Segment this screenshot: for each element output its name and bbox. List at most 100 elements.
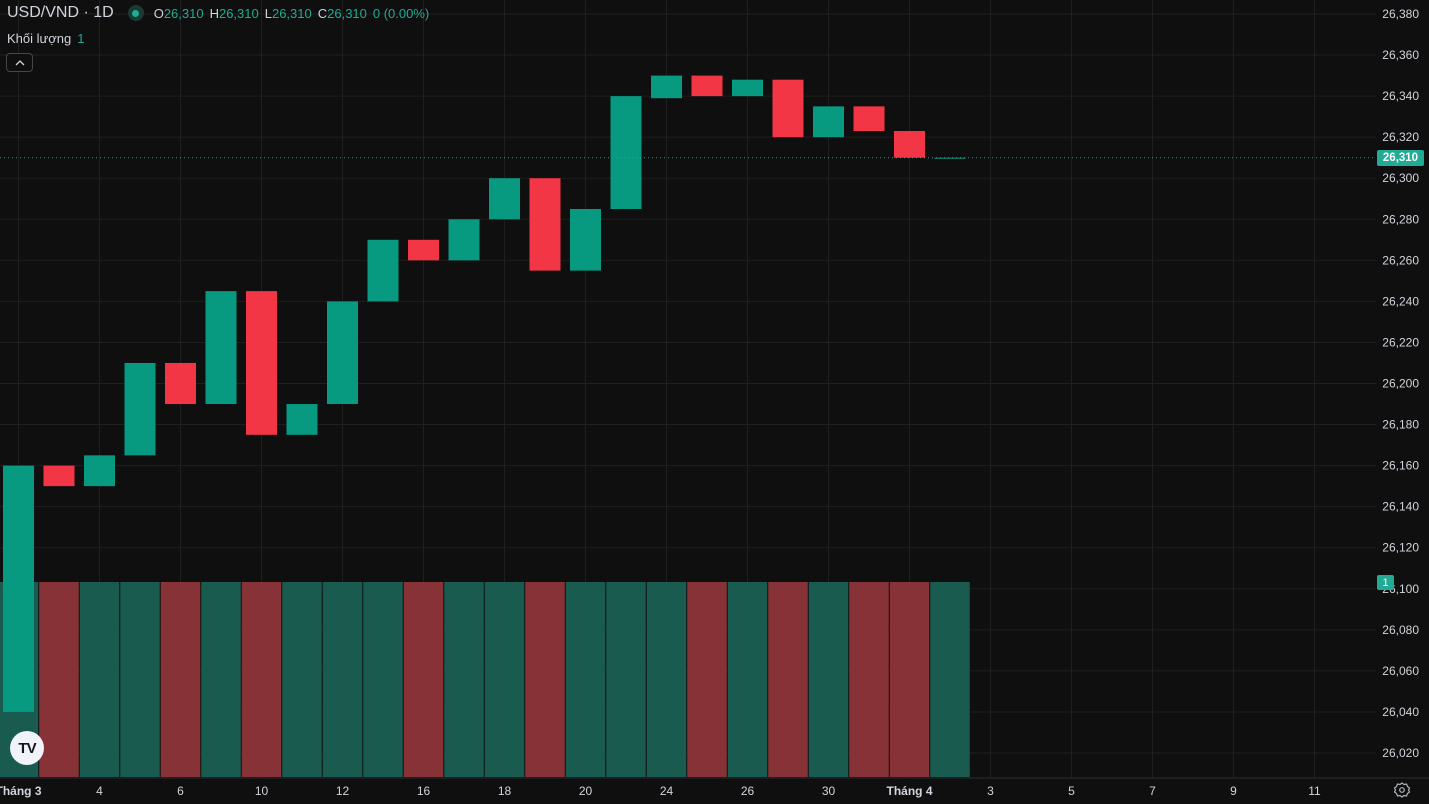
symbol-title[interactable]: USD/VND · 1D [7,4,114,21]
volume-bars [0,582,970,777]
candle-body [448,219,480,261]
volume-bar [889,582,930,777]
volume-bar [646,582,687,777]
price-tick-label: 26,060 [1382,664,1419,678]
price-tick-label: 26,340 [1382,89,1419,103]
volume-bar [282,582,322,777]
candle-body [165,362,196,405]
price-tick-label: 26,140 [1382,500,1419,514]
volume-bar [849,582,889,777]
time-tick-label: 9 [1230,784,1237,798]
price-tick-label: 26,280 [1382,212,1419,226]
price-tick-label: 26,040 [1382,705,1419,719]
candle-body [246,291,277,435]
price-tick-label: 26,260 [1382,253,1419,267]
price-tick-label: 26,240 [1382,294,1419,308]
candlesticks [3,75,966,712]
ohlc-low: L26,310 [264,5,312,21]
volume-badge: 1 [1377,575,1394,590]
candle-body [286,404,318,435]
volume-legend[interactable]: Khối lượng 1 [7,31,84,46]
volume-bar [768,582,808,777]
price-axis[interactable]: 26,02026,04026,06026,08026,10026,12026,1… [1382,7,1419,760]
volume-value: 1 [77,31,85,46]
volume-bar [363,582,403,777]
candle-body [408,239,439,261]
volume-bar [727,582,768,777]
volume-bar [444,582,484,777]
time-tick-label: 4 [96,784,103,798]
candle-body [3,465,34,712]
current-price-badge: 26,310 [1377,150,1424,166]
price-tick-label: 26,220 [1382,335,1419,349]
price-tick-label: 26,380 [1382,7,1419,21]
time-tick-label: 16 [417,784,431,798]
time-tick-label: Tháng 3 [0,784,42,798]
time-axis[interactable]: Tháng 3 4 6 10 12 16 18 20 24 26 30 Tháng 4 3 5 7 9 11 [0,777,1429,798]
candle-body [610,96,642,210]
price-tick-label: 26,200 [1382,377,1419,391]
volume-bar [808,582,849,777]
volume-label: Khối lượng [7,31,72,46]
price-tick-label: 26,020 [1382,746,1419,760]
volume-bar [606,582,646,777]
candle-body [934,157,966,159]
gear-icon[interactable] [1393,781,1411,799]
candle-body [124,362,156,456]
collapse-legend-button[interactable] [6,53,33,72]
volume-bar [403,582,444,777]
candle-body [853,106,885,132]
volume-bar [39,582,79,777]
volume-bar [930,582,970,777]
time-tick-label: 5 [1068,784,1075,798]
market-status-icon [127,5,144,21]
ohlc-open: O26,310 [153,5,204,21]
time-tick-label: 6 [177,784,184,798]
time-tick-label: 3 [987,784,994,798]
volume-bar [484,582,525,777]
time-tick-label: 30 [822,784,836,798]
time-tick-label: 26 [741,784,755,798]
candle-body [732,79,763,97]
price-tick-label: 26,120 [1382,541,1419,555]
price-tick-label: 26,360 [1382,48,1419,62]
volume-bar [79,582,120,777]
candle-body [772,79,804,138]
candle-body [570,209,601,271]
candle-body [84,455,115,487]
chart-legend: USD/VND · 1D O26,310 H26,310 L26,310 C26… [7,4,429,22]
time-tick-label: 12 [336,784,350,798]
chevron-up-icon [15,59,24,65]
time-tick-label: 7 [1149,784,1156,798]
price-tick-label: 26,160 [1382,459,1419,473]
volume-bar [525,582,565,777]
volume-bar [565,582,606,777]
candle-body [894,131,925,158]
price-tick-label: 26,180 [1382,418,1419,432]
price-tick-label: 26,320 [1382,130,1419,144]
tradingview-logo[interactable]: TV [10,731,44,765]
candle-body [327,301,358,405]
candle-body [691,75,723,97]
ohlc-close: C26,310 [317,5,367,21]
time-tick-label: 24 [660,784,674,798]
candle-body [489,178,520,220]
volume-bar [201,582,241,777]
time-tick-label: 11 [1308,784,1321,798]
time-tick-label: 10 [255,784,269,798]
candle-body [43,465,75,487]
candle-body [205,291,237,405]
time-tick-label: Tháng 4 [886,784,932,798]
candle-body [367,239,399,302]
ohlc-high: H26,310 [209,5,259,21]
price-change: 0 (0.00%) [372,5,430,21]
candle-body [529,178,561,271]
volume-bar [160,582,201,777]
time-tick-label: 18 [498,784,512,798]
volume-bar [120,582,160,777]
volume-bar [241,582,282,777]
price-tick-label: 26,080 [1382,623,1419,637]
volume-bar [687,582,727,777]
time-tick-label: 20 [579,784,593,798]
